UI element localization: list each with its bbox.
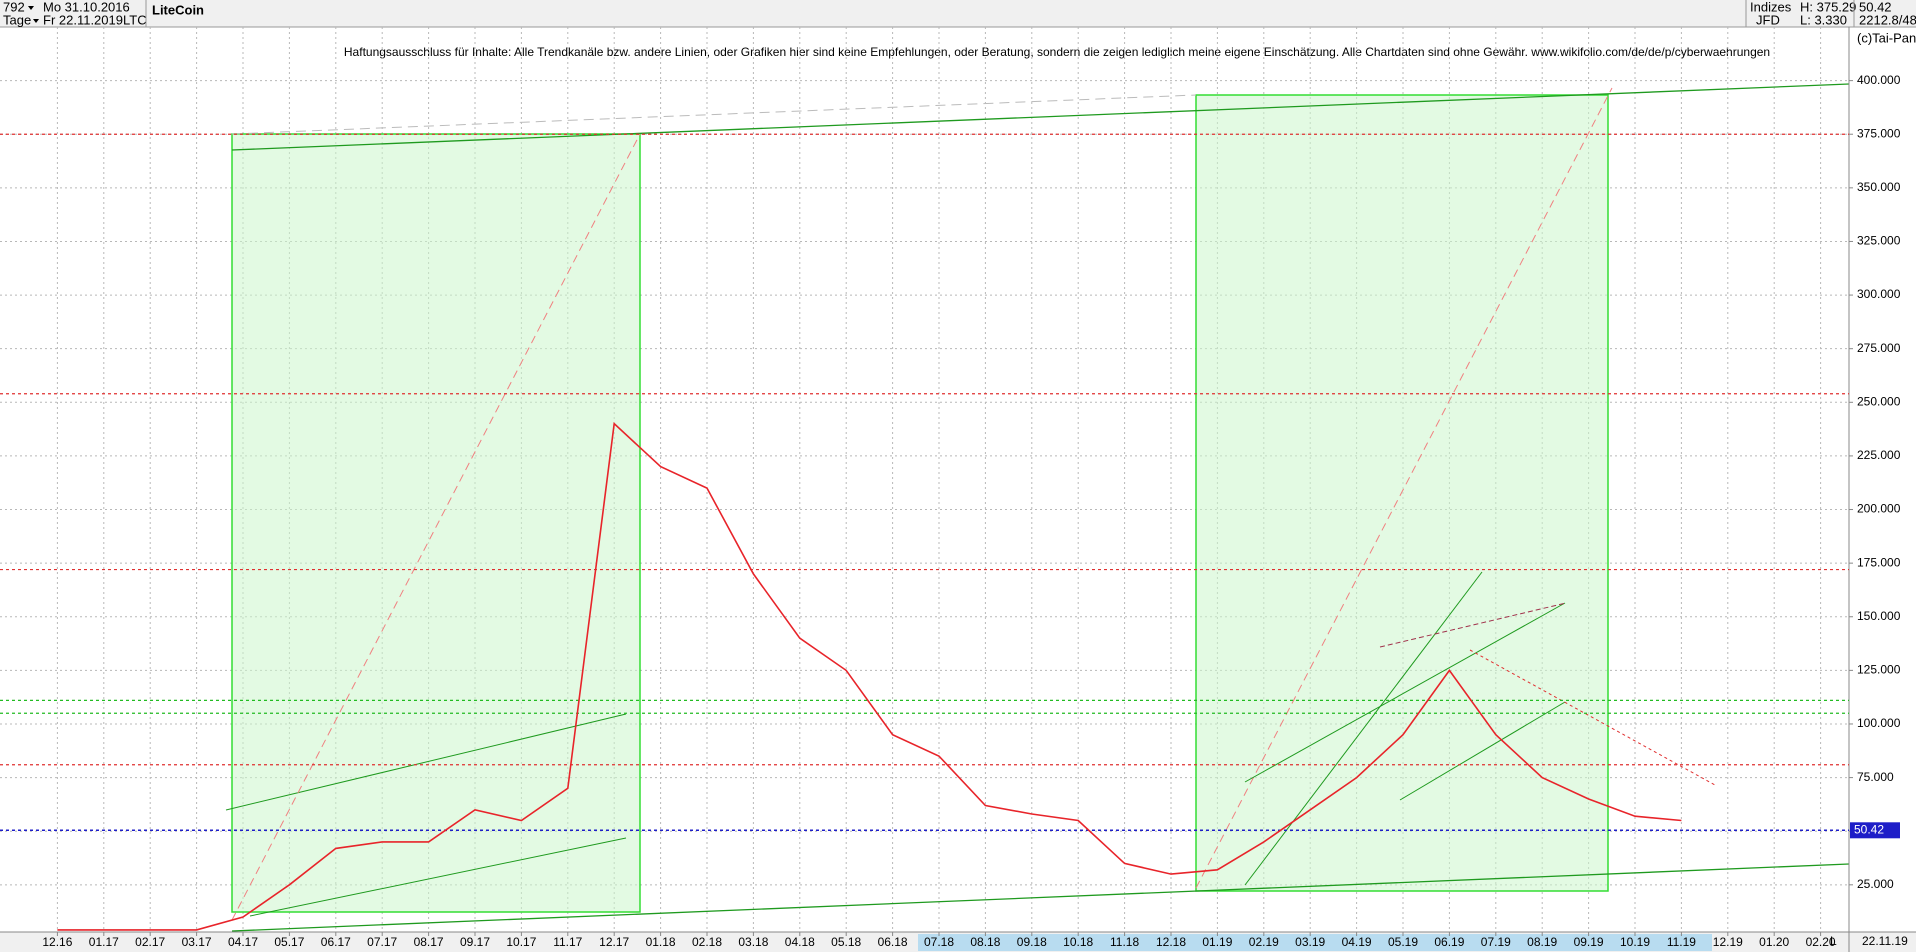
counter: 2212.8/48 [1859,12,1916,27]
x-tick-label: 11.18 [1110,935,1139,949]
y-tick-label: 350.000 [1857,180,1901,194]
trend-line [1244,602,1566,783]
x-tick-label: 09.19 [1574,935,1604,949]
y-tick-label: 25.000 [1857,877,1894,891]
header-bar [0,0,1916,27]
trend-line [231,863,1850,932]
start-date: Mo 31.10.2016 [43,0,130,14]
x-axis-highlight [918,934,1712,951]
x-tick-label: 04.19 [1342,935,1372,949]
symbol: LTC [123,12,147,27]
x-tick-label: 12.17 [599,935,629,949]
x-tick-label: 02.17 [135,935,165,949]
y-tick-label: 250.000 [1857,394,1901,408]
last-price-header: 50.42 [1859,0,1892,14]
x-tick-label: 02.18 [692,935,722,949]
x-tick-label: 08.18 [970,935,1000,949]
diagonal-line [1195,87,1613,889]
x-tick-label: 03.17 [182,935,212,949]
dropdown-icon[interactable] [33,19,39,23]
x-tick-label: 05.18 [831,935,861,949]
x-tick-label: 02.19 [1249,935,1279,949]
x-tick-label: 12.18 [1156,935,1186,949]
y-tick-label: 225.000 [1857,448,1901,462]
x-tick-label: 07.18 [924,935,954,949]
scale-mode[interactable]: L [1830,934,1837,948]
period[interactable]: Tage [3,12,31,27]
broker: JFD [1756,12,1780,27]
x-tick-label: 01.20 [1759,935,1789,949]
x-tick-label: 03.18 [738,935,768,949]
x-tick-label: 08.17 [414,935,444,949]
x-tick-label: 12.19 [1713,935,1743,949]
y-tick-label: 325.000 [1857,234,1901,248]
y-tick-label: 125.000 [1857,663,1901,677]
trend-line [231,83,1850,151]
y-tick-label: 375.000 [1857,126,1901,140]
end-date: Fr 22.11.2019 [43,12,123,27]
x-tick-label: 10.19 [1620,935,1650,949]
last-price-box [1850,822,1900,839]
x-tick-label: 05.17 [274,935,304,949]
x-tick-label: 01.17 [89,935,119,949]
x-tick-label: 06.18 [878,935,908,949]
x-tick-label: 04.17 [228,935,258,949]
last-price-label: 50.42 [1854,822,1884,836]
x-tick-label: 08.19 [1527,935,1557,949]
low: L: 3.330 [1800,12,1847,27]
x-tick-label: 12.16 [42,935,72,949]
y-tick-label: 300.000 [1857,287,1901,301]
y-tick-label: 200.000 [1857,502,1901,516]
price-line [57,422,1682,931]
group: Indizes [1750,0,1792,14]
copyright: (c)Tai-Pan [1857,30,1916,45]
trend-line [1399,701,1566,801]
x-tick-label: 06.17 [321,935,351,949]
x-tick-label: 11.19 [1667,935,1696,949]
trend-line [225,713,627,811]
chart-id[interactable]: 792 [3,0,25,14]
x-tick-label: 02.20 [1806,935,1836,949]
x-tick-label: 07.17 [367,935,397,949]
x-tick-label: 03.19 [1295,935,1325,949]
dropdown-icon[interactable] [28,6,34,10]
x-tick-label: 05.19 [1388,935,1418,949]
x-tick-label: 11.17 [553,935,582,949]
x-tick-label: 10.17 [506,935,536,949]
x-tick-label: 09.18 [1017,935,1047,949]
diagonal-line [231,94,1197,135]
y-tick-label: 150.000 [1857,609,1901,623]
high: H: 375.29 [1800,0,1856,14]
chart-title: LiteCoin [152,2,204,17]
trend-line [1244,571,1483,886]
x-tick-label: 01.19 [1202,935,1232,949]
x-tick-label: 01.18 [646,935,676,949]
y-tick-label: 275.000 [1857,341,1901,355]
y-tick-label: 400.000 [1857,73,1901,87]
x-tick-label: 04.18 [785,935,815,949]
x-tick-label: 06.19 [1434,935,1464,949]
y-tick-label: 75.000 [1857,770,1894,784]
x-tick-label: 09.17 [460,935,490,949]
trend-line [249,837,627,917]
y-tick-label: 100.000 [1857,716,1901,730]
drawing-box [231,133,641,913]
diagonal-line [231,133,641,921]
y-tick-label: 175.000 [1857,555,1901,569]
x-tick-label: 10.18 [1063,935,1093,949]
trend-line [1469,649,1716,786]
x-tick-label: 07.19 [1481,935,1511,949]
current-date: 22.11.19 [1862,934,1908,948]
disclaimer: Haftungsausschluss für Inhalte: Alle Tre… [344,45,1770,59]
